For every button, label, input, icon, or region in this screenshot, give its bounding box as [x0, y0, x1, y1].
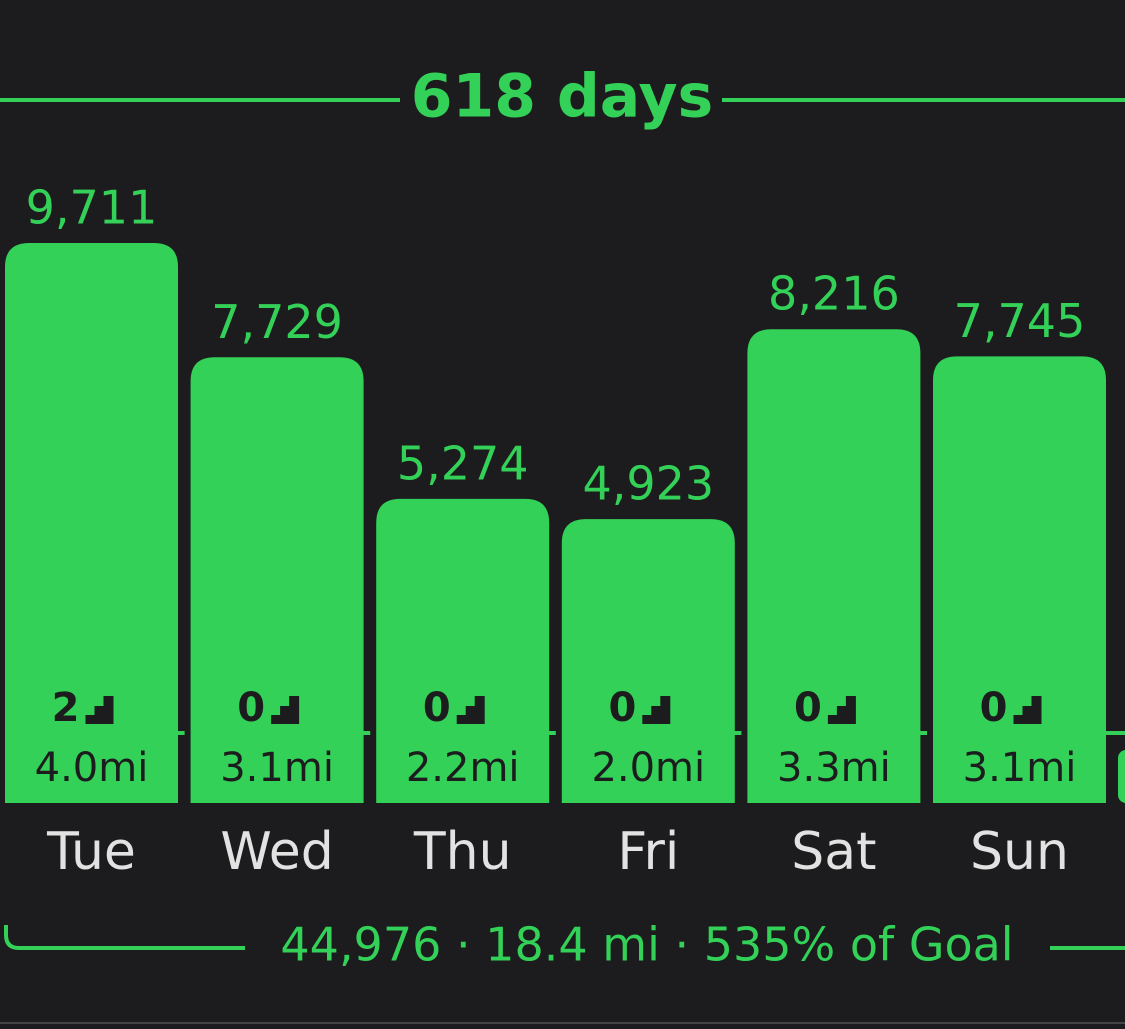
summary: 44,976 · 18.4 mi · 535% of Goal — [280, 918, 1013, 972]
bar-gap-mask — [370, 731, 377, 735]
bar-gap-mask — [184, 731, 191, 735]
value-label: 7,745 — [954, 294, 1086, 348]
value-label: 7,729 — [211, 295, 343, 349]
floors-label: 0 — [980, 685, 1008, 731]
floors-label: 0 — [423, 685, 451, 731]
bar-gap-mask — [927, 731, 933, 735]
stairs-icon — [642, 696, 671, 724]
x-tick-label: Sat — [791, 822, 876, 882]
bar — [747, 329, 921, 803]
value-label: 4,923 — [582, 457, 714, 511]
bar-gap-mask — [0, 731, 5, 735]
chart-title: 618 days — [411, 62, 714, 132]
floors-label: 0 — [794, 685, 822, 731]
value-label: 8,216 — [768, 267, 900, 321]
stairs-icon — [827, 696, 856, 724]
value-label: 5,274 — [397, 436, 529, 490]
miles-label: 3.1mi — [220, 745, 334, 791]
stairs-icon — [85, 696, 114, 724]
floors-label: 2 — [52, 685, 80, 731]
miles-label: 3.3mi — [777, 745, 891, 791]
miles-label: 4.0mi — [35, 745, 149, 791]
bar — [561, 519, 735, 803]
bar — [190, 357, 364, 803]
x-tick-label: Wed — [220, 822, 333, 882]
bar — [5, 243, 178, 803]
bar-gap-mask — [741, 731, 748, 735]
stairs-icon — [456, 696, 485, 724]
bar — [933, 356, 1106, 803]
miles-label: 2.2mi — [406, 745, 520, 791]
value-label: 9,711 — [26, 181, 158, 235]
summary-bracket-left — [4, 925, 245, 950]
x-tick-label: Fri — [617, 822, 679, 882]
next-bar-edge — [1118, 750, 1125, 803]
floors-label: 0 — [608, 685, 636, 731]
x-tick-label: Tue — [46, 822, 136, 882]
x-tick-label: Thu — [413, 822, 512, 882]
bar — [376, 498, 550, 803]
bar-gap-mask — [555, 731, 562, 735]
stairs-icon — [1013, 696, 1042, 724]
miles-label: 3.1mi — [963, 745, 1077, 791]
x-tick-label: Sun — [970, 822, 1069, 882]
miles-label: 2.0mi — [591, 745, 705, 791]
stairs-icon — [271, 696, 300, 724]
floors-label: 0 — [237, 685, 265, 731]
